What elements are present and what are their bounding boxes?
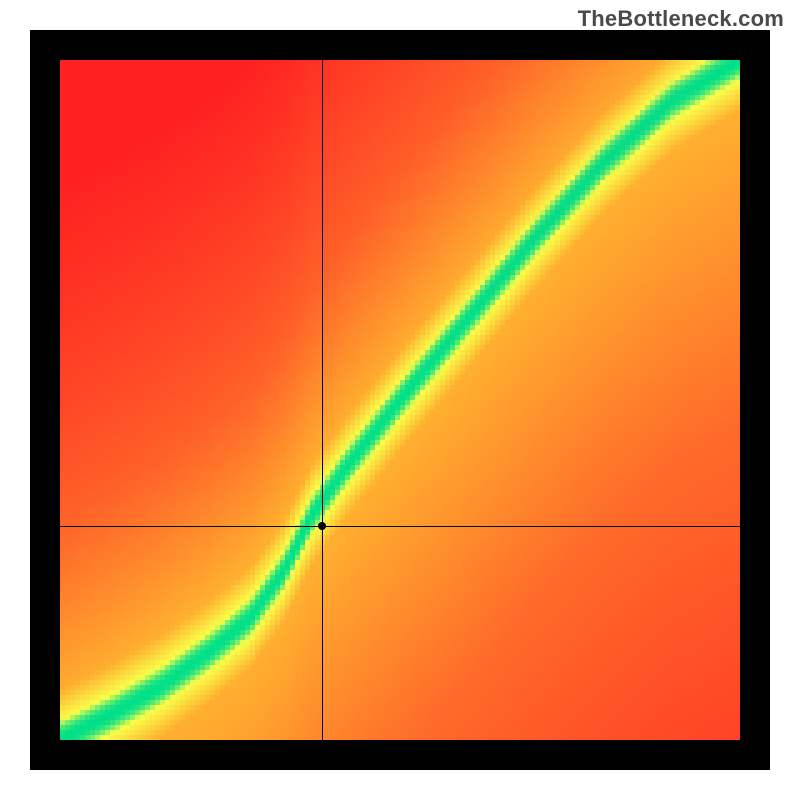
marker-dot xyxy=(318,522,326,530)
heatmap-canvas xyxy=(60,60,740,740)
chart-frame xyxy=(30,30,770,770)
watermark-text: TheBottleneck.com xyxy=(578,6,784,32)
crosshair-vertical xyxy=(322,60,323,740)
plot-area xyxy=(60,60,740,740)
crosshair-horizontal xyxy=(60,526,740,527)
